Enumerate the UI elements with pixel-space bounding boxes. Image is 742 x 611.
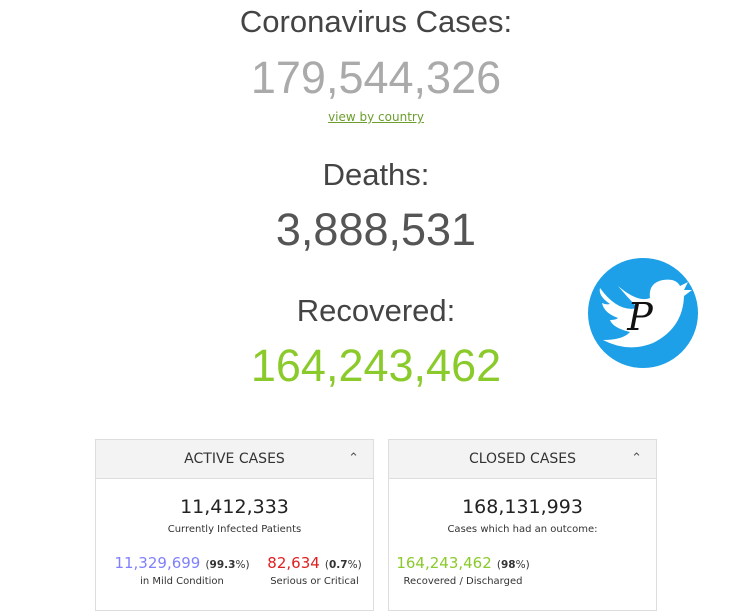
- recovered-count: 164,243,462: [250, 340, 502, 391]
- active-cases-title: ACTIVE CASES: [184, 451, 285, 467]
- closed-cases-header[interactable]: CLOSED CASES ⌃: [389, 440, 656, 479]
- recovered-heading: Recovered:: [296, 293, 456, 328]
- twitter-bird-icon[interactable]: P: [588, 258, 698, 368]
- view-by-country-link[interactable]: view by country: [328, 110, 424, 124]
- active-total: 11,412,333: [180, 496, 289, 518]
- chevron-up-icon[interactable]: ⌃: [348, 451, 359, 466]
- closed-recovered-pct: 98: [500, 559, 516, 571]
- serious-stat: 82,634 (0.7%) Serious or Critical: [262, 553, 367, 587]
- mild-label: in Mild Condition: [140, 576, 224, 587]
- active-cases-panel: ACTIVE CASES ⌃ 11,412,333 Currently Infec…: [95, 439, 374, 611]
- cases-count: 179,544,326: [250, 52, 502, 103]
- active-total-label: Currently Infected Patients: [167, 524, 302, 535]
- closed-cases-panel: CLOSED CASES ⌃ 168,131,993 Cases which ha…: [388, 439, 657, 611]
- deaths-count: 3,888,531: [275, 204, 477, 255]
- serious-value: 82,634: [267, 554, 320, 572]
- deaths-heading: Deaths:: [322, 157, 430, 192]
- mild-stat: 11,329,699 (99.3%) in Mild Condition: [96, 553, 262, 587]
- closed-recovered-label: Recovered / Discharged: [403, 576, 523, 587]
- mild-pct: 99.3: [209, 559, 236, 571]
- cases-heading: Coronavirus Cases:: [239, 4, 513, 39]
- serious-label: Serious or Critical: [270, 576, 359, 587]
- logo-letter: P: [626, 295, 654, 339]
- chevron-up-icon[interactable]: ⌃: [631, 451, 642, 466]
- recovered-stat: 164,243,462 (98%) Recovered / Discharged: [389, 553, 533, 587]
- closed-recovered-value: 164,243,462: [396, 554, 492, 572]
- serious-pct: 0.7: [329, 559, 348, 571]
- active-cases-header[interactable]: ACTIVE CASES ⌃: [96, 440, 373, 479]
- closed-cases-title: CLOSED CASES: [468, 451, 577, 467]
- closed-total: 168,131,993: [462, 496, 583, 518]
- mild-value: 11,329,699: [114, 554, 201, 572]
- closed-total-label: Cases which had an outcome:: [447, 524, 598, 535]
